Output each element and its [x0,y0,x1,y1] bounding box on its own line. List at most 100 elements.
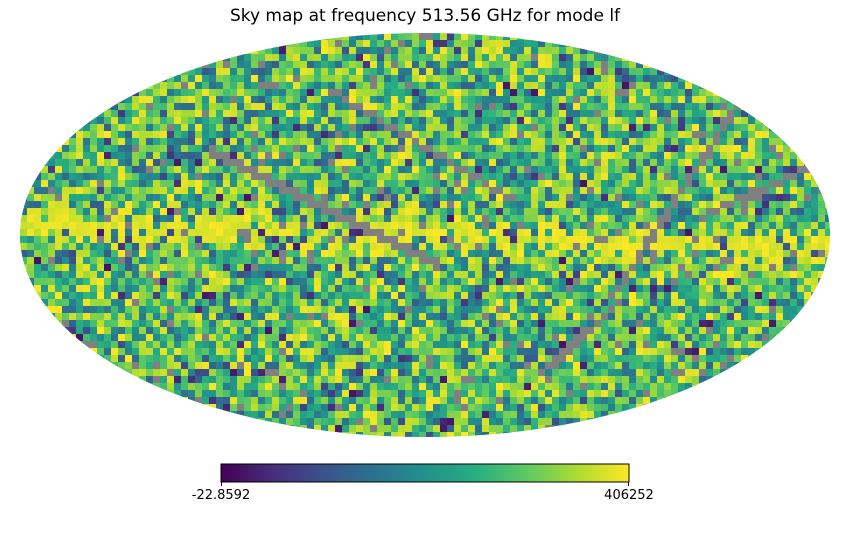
map-pixel [580,355,588,363]
map-pixel [426,75,434,83]
map-pixel [272,306,280,314]
map-pixel [223,89,231,97]
map-pixel [90,194,98,202]
map-pixel [293,145,301,153]
map-pixel [216,236,224,244]
map-pixel [769,145,777,153]
map-pixel [412,89,420,97]
map-pixel [321,40,329,48]
map-pixel [629,117,637,125]
map-pixel [559,201,567,209]
map-pixel [314,355,322,363]
map-pixel [517,327,525,335]
map-pixel [258,47,266,55]
map-pixel [692,159,700,167]
map-pixel [230,145,238,153]
map-pixel [202,166,210,174]
map-pixel [398,40,406,48]
map-pixel [188,89,196,97]
map-pixel [202,131,210,139]
map-pixel [349,152,357,160]
map-pixel [111,334,119,342]
map-pixel [342,47,350,55]
map-pixel [699,208,707,216]
map-pixel [328,369,336,377]
map-pixel [475,145,483,153]
map-pixel [328,117,336,125]
map-pixel [118,355,126,363]
map-pixel [405,264,413,272]
map-pixel [650,110,658,118]
map-pixel [503,369,511,377]
map-pixel [370,173,378,181]
map-pixel [566,243,574,251]
map-pixel [125,201,133,209]
map-pixel [104,187,112,195]
map-pixel [433,40,441,48]
map-pixel [97,159,105,167]
map-pixel [167,187,175,195]
map-pixel [321,89,329,97]
map-pixel [132,369,140,377]
map-pixel [279,208,287,216]
map-pixel [531,376,539,384]
map-pixel [279,54,287,62]
map-pixel [426,208,434,216]
map-pixel [265,341,273,349]
map-pixel [258,124,266,132]
map-pixel [41,306,49,314]
map-pixel [685,327,693,335]
map-pixel [356,194,364,202]
map-pixel [363,152,371,160]
map-pixel [244,173,252,181]
map-pixel [496,369,504,377]
map-pixel [517,250,525,258]
map-pixel [286,166,294,174]
map-pixel [608,362,616,370]
map-pixel [167,180,175,188]
map-pixel [356,82,364,90]
map-pixel [811,180,819,188]
map-pixel [398,159,406,167]
map-pixel [496,299,504,307]
map-pixel [643,278,651,286]
map-pixel [377,236,385,244]
map-pixel [517,229,525,237]
map-pixel [489,292,497,300]
map-pixel [132,306,140,314]
map-pixel [279,292,287,300]
map-pixel [307,152,315,160]
map-pixel [720,215,728,223]
map-pixel [503,250,511,258]
map-pixel [426,201,434,209]
map-pixel [692,152,700,160]
map-pixel [643,173,651,181]
map-pixel [433,236,441,244]
map-pixel [286,68,294,76]
map-pixel [272,355,280,363]
map-pixel [251,264,259,272]
map-pixel [818,278,826,286]
map-pixel [174,376,182,384]
map-pixel [132,341,140,349]
map-pixel [139,243,147,251]
map-pixel [657,250,665,258]
map-pixel [160,362,168,370]
map-pixel [335,285,343,293]
map-pixel [692,369,700,377]
map-pixel [517,285,525,293]
map-pixel [307,299,315,307]
map-pixel [55,159,63,167]
map-pixel [538,257,546,265]
map-pixel [377,180,385,188]
map-pixel [90,327,98,335]
map-pixel [195,369,203,377]
map-pixel [643,285,651,293]
map-pixel [517,61,525,69]
map-pixel [552,180,560,188]
map-pixel [370,166,378,174]
map-pixel [209,278,217,286]
map-pixel [286,82,294,90]
map-pixel [167,320,175,328]
map-pixel [370,152,378,160]
